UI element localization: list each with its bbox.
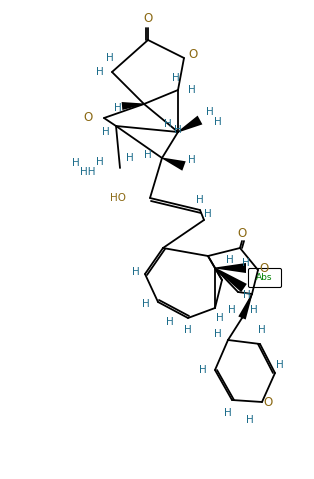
Text: O: O (143, 11, 153, 24)
Text: H: H (96, 157, 104, 167)
Text: H: H (188, 85, 196, 95)
Text: H: H (228, 305, 236, 315)
Text: H: H (224, 408, 232, 418)
Polygon shape (215, 263, 246, 273)
FancyBboxPatch shape (248, 269, 281, 287)
Text: H: H (206, 107, 214, 117)
Text: H: H (204, 209, 212, 219)
Text: H: H (164, 119, 172, 129)
Text: H: H (226, 255, 234, 265)
Text: O: O (263, 396, 273, 409)
Text: H: H (188, 155, 196, 165)
Polygon shape (122, 102, 144, 110)
Polygon shape (178, 115, 203, 132)
Text: H: H (216, 313, 224, 323)
Text: H: H (174, 125, 182, 135)
Text: H: H (196, 195, 204, 205)
Polygon shape (162, 158, 186, 171)
Text: H: H (214, 117, 222, 127)
Text: HH: HH (80, 167, 96, 177)
Text: H: H (199, 365, 207, 375)
Text: O: O (188, 47, 198, 60)
Text: H: H (242, 258, 250, 268)
Text: H: H (142, 299, 150, 309)
Text: H: H (214, 329, 222, 339)
Text: H: H (144, 150, 152, 160)
Text: H: H (72, 158, 80, 168)
Text: H: H (172, 73, 180, 83)
Text: O: O (259, 262, 268, 274)
Text: HO: HO (110, 193, 126, 203)
Text: H: H (96, 67, 104, 77)
Text: H: H (132, 267, 140, 277)
Text: H: H (102, 127, 110, 137)
Text: O: O (84, 111, 93, 124)
Text: H: H (166, 317, 174, 327)
Text: H: H (184, 325, 192, 335)
Text: H: H (243, 290, 251, 300)
Text: H: H (250, 305, 258, 315)
Text: H: H (114, 103, 122, 113)
Text: H: H (258, 325, 266, 335)
Text: H: H (106, 53, 114, 63)
Polygon shape (238, 294, 252, 319)
Text: O: O (237, 227, 246, 240)
Text: H: H (276, 360, 284, 370)
Polygon shape (215, 268, 247, 292)
Text: H: H (246, 415, 254, 425)
Text: Abs: Abs (256, 274, 272, 283)
Text: H: H (126, 153, 134, 163)
